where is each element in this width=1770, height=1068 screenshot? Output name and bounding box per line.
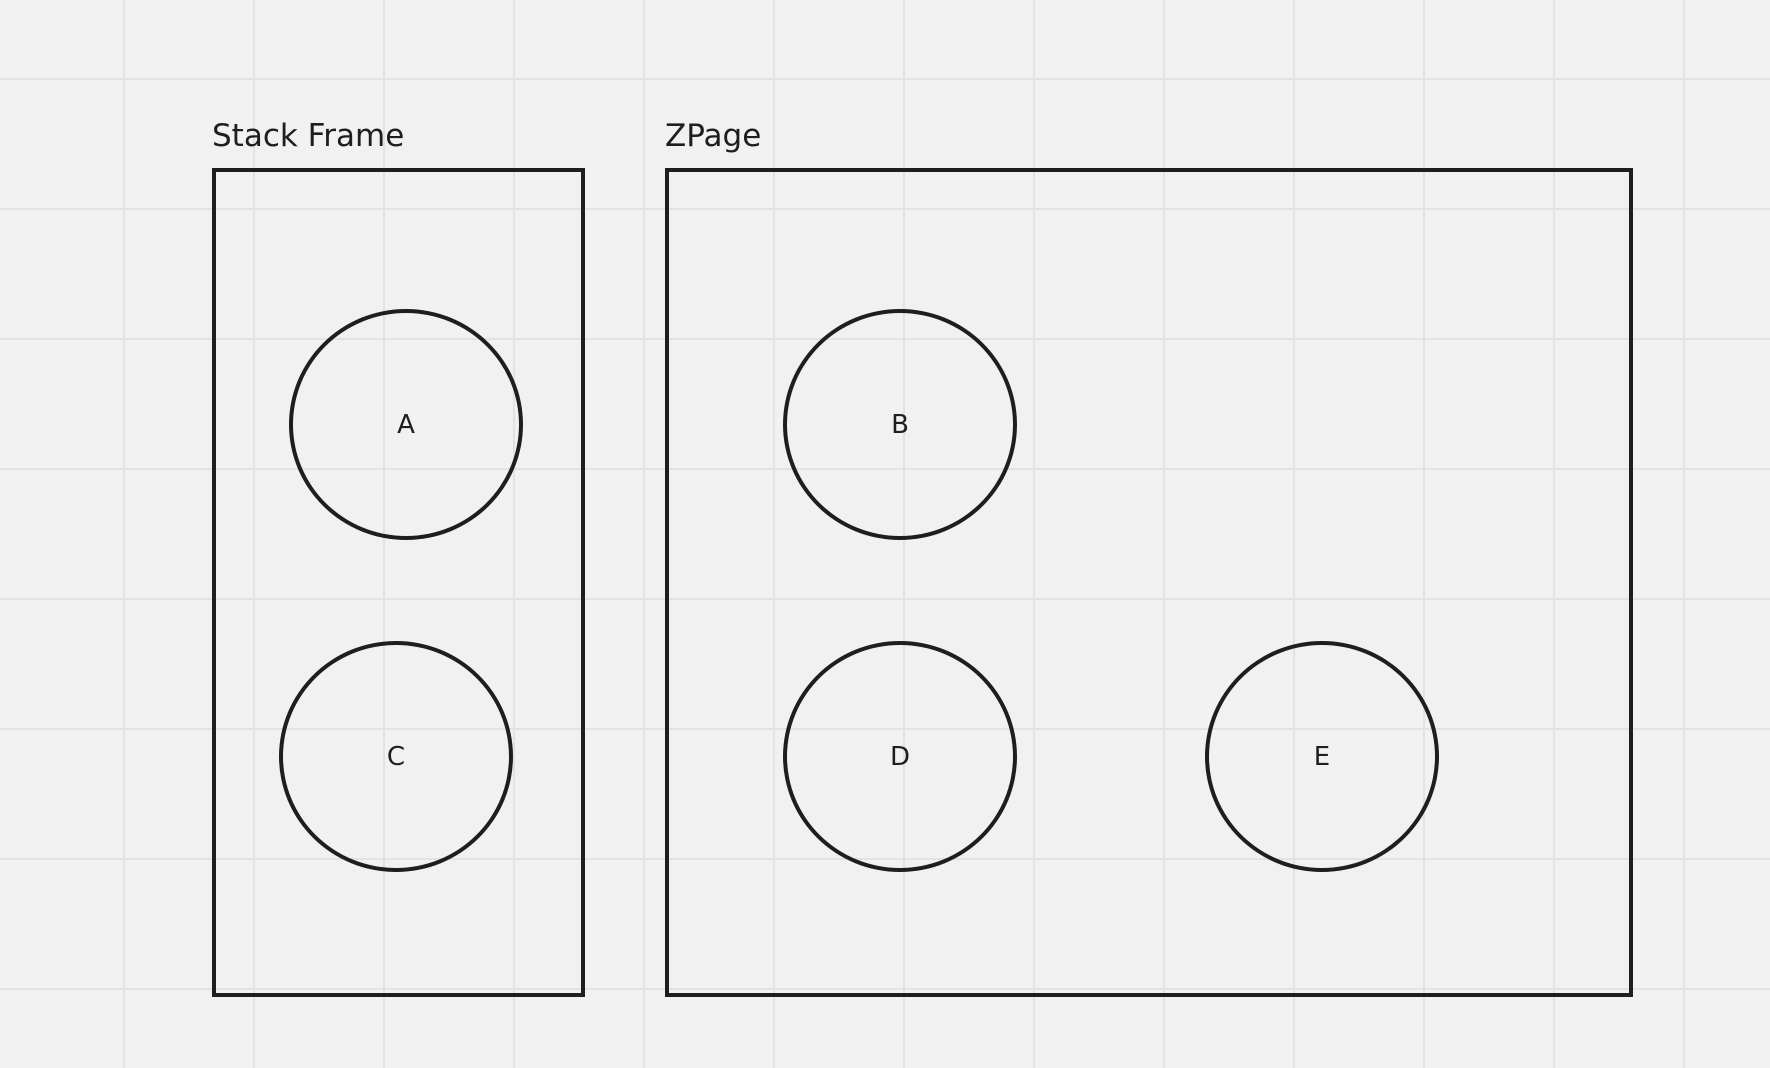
circle-label-d: D: [889, 741, 911, 772]
zpage-frame[interactable]: [665, 168, 1633, 997]
circle-node-a[interactable]: A: [289, 309, 523, 540]
circle-label-e: E: [1313, 741, 1331, 772]
zpage-frame-title[interactable]: ZPage: [665, 118, 762, 154]
stack-frame-title[interactable]: Stack Frame: [212, 118, 405, 154]
circle-label-b: B: [891, 409, 909, 440]
circle-node-d[interactable]: D: [783, 641, 1017, 872]
circle-label-c: C: [386, 741, 406, 772]
circle-node-e[interactable]: E: [1205, 641, 1439, 872]
circle-node-c[interactable]: C: [279, 641, 513, 872]
circle-label-a: A: [397, 409, 415, 440]
stack-frame[interactable]: [212, 168, 585, 997]
circle-node-b[interactable]: B: [783, 309, 1017, 540]
